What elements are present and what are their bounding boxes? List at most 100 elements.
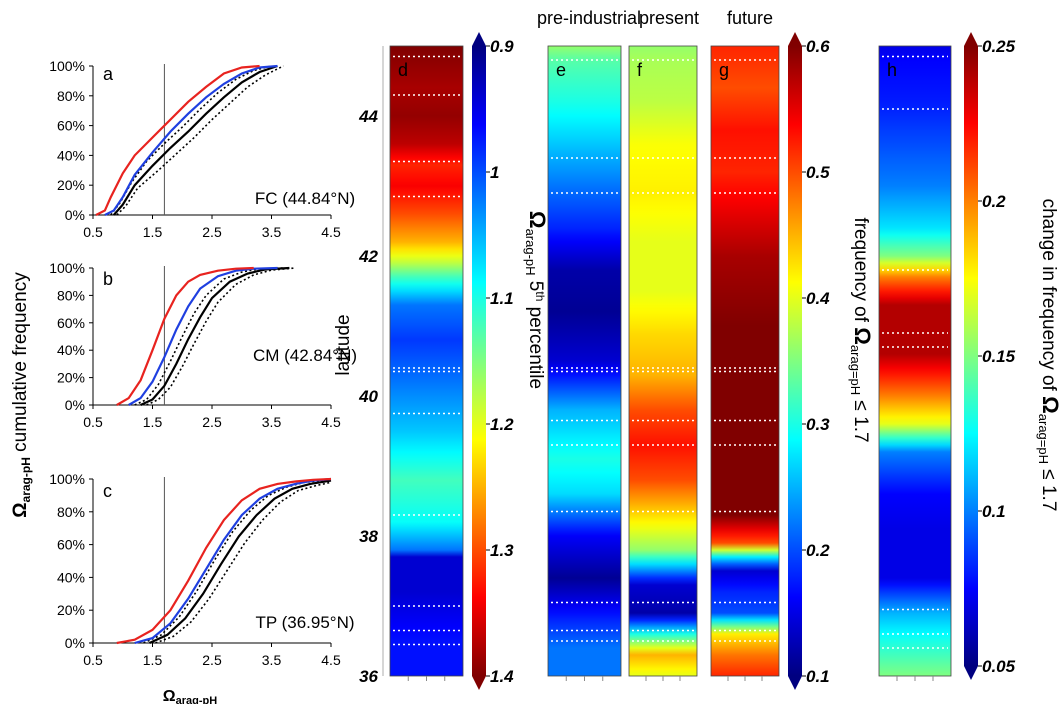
colorbar-body — [964, 46, 978, 666]
panel-letter: g — [719, 60, 729, 80]
panel-letter: f — [637, 60, 643, 80]
colorbar-top-arrow — [964, 32, 978, 46]
colorbar-frequency: 0.1 0.2 0.3 0.4 0.5 0.6 — [788, 32, 830, 690]
y-tick-label: 60% — [57, 118, 85, 134]
colorbar-tick-label: 0.5 — [806, 163, 830, 182]
series-line-red — [95, 64, 260, 216]
x-tick-label: 1.5 — [143, 414, 163, 430]
panel-letter: a — [103, 64, 114, 84]
top-label-present: present — [639, 8, 699, 28]
x-tick-label: 0.5 — [83, 224, 103, 240]
series-line-black-dotted — [110, 65, 272, 216]
colorbar-bottom-arrow — [472, 676, 486, 690]
latitude-tick-label: 36 — [359, 667, 378, 686]
colorbar-tick-label: 0.2 — [982, 192, 1006, 211]
heatmap-strip — [389, 45, 464, 677]
series-line-red — [116, 477, 332, 645]
series-line-blue — [128, 266, 278, 406]
site-label: TP (36.95°N) — [255, 613, 354, 632]
colorbar-tick-label: 1.1 — [490, 289, 514, 308]
colorbar-tick-label: 0.05 — [982, 657, 1016, 676]
colorbar-change-in-frequency: 0.05 0.1 0.15 0.2 0.25 — [964, 32, 1016, 680]
colorbar-3-title: change in frequency of Ωarag=pH ≤ 1.7 — [1036, 199, 1063, 512]
site-label: CM (42.84°N) — [253, 346, 357, 365]
series-line-blue — [104, 64, 278, 216]
y-tick-label: 20% — [57, 370, 85, 386]
cdf-panel-b: 0% 20% 40% 60% 80% 100% 0.5 1.5 2.5 3.5 4.5 b CM (42… — [49, 260, 357, 430]
y-tick-label: 80% — [57, 88, 85, 104]
x-tick-label: 4.5 — [321, 652, 341, 668]
cdf-y-axis-title: Ωarag-pH cumulative frequency — [10, 272, 33, 518]
series-line-red — [116, 266, 254, 406]
heatmap-strip — [710, 45, 780, 677]
y-tick-label: 20% — [57, 177, 85, 193]
latitude-axis: 36 38 40 42 44 — [358, 46, 384, 686]
colorbar-tick-label: 1.3 — [490, 541, 514, 560]
heatmap-panel-g: g — [710, 45, 780, 681]
x-tick-label: 3.5 — [262, 414, 282, 430]
series-line-black-dotted — [116, 65, 284, 216]
top-label-future: future — [727, 8, 773, 28]
x-tick-label: 0.5 — [83, 414, 103, 430]
panel-letter: h — [887, 60, 897, 80]
cdf-x-axis-title: Ωarag-pH — [163, 688, 217, 704]
colorbar-tick-label: 1.2 — [490, 415, 514, 434]
colorbar-5th-percentile: 0.9 1 1.1 1.2 1.3 1.4 — [472, 32, 514, 690]
colorbar-tick-label: 0.15 — [982, 347, 1016, 366]
latitude-tick-label: 44 — [358, 107, 378, 126]
latitude-axis-title: latitude — [333, 314, 354, 375]
series-line-black — [140, 266, 290, 406]
colorbar-bottom-arrow — [964, 666, 978, 680]
panel-letter: e — [556, 60, 566, 80]
heatmap-panel-d: d — [389, 45, 464, 681]
heatmap-strip — [547, 45, 622, 677]
y-tick-label: 0% — [65, 635, 85, 651]
colorbar-tick-label: 0.25 — [982, 37, 1016, 56]
x-tick-label: 0.5 — [83, 652, 103, 668]
series-line-black-dotted — [146, 267, 296, 406]
y-tick-label: 100% — [49, 58, 85, 74]
y-tick-label: 100% — [49, 471, 85, 487]
series-line-black — [149, 479, 332, 645]
y-tick-label: 80% — [57, 287, 85, 303]
y-tick-label: 40% — [57, 342, 85, 358]
colorbar-tick-label: 0.1 — [806, 667, 830, 686]
y-tick-label: 40% — [57, 147, 85, 163]
x-tick-label: 2.5 — [202, 414, 222, 430]
x-tick-label: 4.5 — [321, 224, 341, 240]
colorbar-tick-label: 0.4 — [806, 289, 830, 308]
heatmap-panel-f: f — [628, 45, 698, 681]
colorbar-tick-label: 0.1 — [982, 502, 1006, 521]
latitude-tick-label: 38 — [359, 527, 378, 546]
x-tick-label: 2.5 — [202, 224, 222, 240]
heatmap-strip — [878, 45, 952, 677]
y-tick-label: 0% — [65, 397, 85, 413]
colorbar-tick-label: 0.2 — [806, 541, 830, 560]
latitude-tick-label: 40 — [358, 387, 378, 406]
colorbar-top-arrow — [788, 32, 802, 46]
heatmap-panel-e: e — [547, 45, 622, 681]
colorbar-tick-label: 1.4 — [490, 667, 514, 686]
x-tick-label: 1.5 — [143, 652, 163, 668]
colorbar-body — [788, 46, 802, 676]
colorbar-tick-label: 0.6 — [806, 37, 830, 56]
series-line-black — [112, 64, 278, 216]
site-label: FC (44.84°N) — [255, 189, 355, 208]
colorbar-top-arrow — [472, 32, 486, 46]
x-tick-label: 3.5 — [262, 224, 282, 240]
panel-letter: c — [103, 481, 112, 501]
x-tick-label: 4.5 — [321, 414, 341, 430]
series-line-blue — [134, 477, 332, 645]
y-tick-label: 20% — [57, 602, 85, 618]
series-line-black-dotted — [143, 479, 332, 644]
colorbar-bottom-arrow — [788, 676, 802, 690]
panel-letter: d — [398, 60, 408, 80]
cdf-panel-a: 0% 20% 40% 60% 80% 100% 0.5 1.5 2.5 3.5 4.5 a FC (44… — [49, 58, 355, 240]
panel-letter: b — [103, 269, 113, 289]
y-tick-label: 100% — [49, 260, 85, 276]
colorbar-body — [472, 46, 486, 676]
cdf-panel-c: 0% 20% 40% 60% 80% 100% 0.5 1.5 2.5 3.5 4.5 c TP (36… — [49, 471, 354, 668]
colorbar-tick-label: 0.3 — [806, 415, 830, 434]
x-tick-label: 2.5 — [202, 652, 222, 668]
